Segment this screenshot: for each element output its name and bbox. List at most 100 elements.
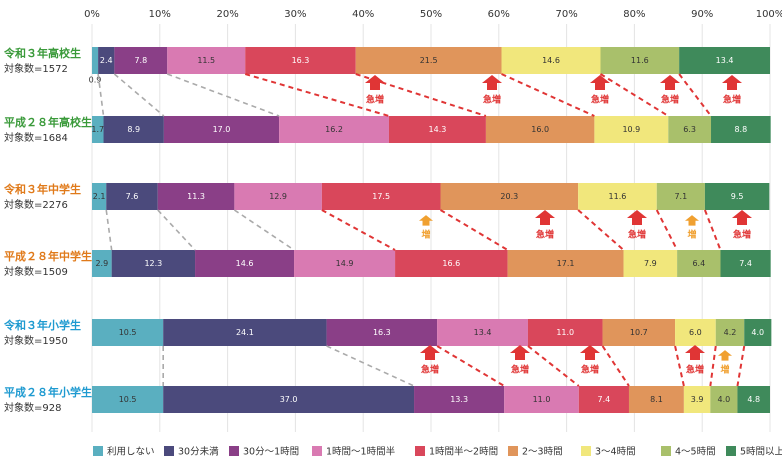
legend-label: 30分未満 <box>178 446 219 458</box>
legend-swatch <box>93 446 103 456</box>
value-label: 10.7 <box>630 328 648 337</box>
bar-segment <box>628 386 684 413</box>
annotation: 急増 <box>591 94 609 106</box>
connector <box>501 73 595 117</box>
connector <box>321 209 396 251</box>
increase-arrow <box>365 75 385 90</box>
bar-segment <box>98 47 115 74</box>
bar-segment <box>157 183 235 210</box>
value-label: 9.5 <box>731 192 744 201</box>
value-label: 17.1 <box>557 259 575 268</box>
connector <box>436 345 505 387</box>
sample-size: 対象数=1684 <box>4 131 68 144</box>
increase-arrow <box>420 345 440 360</box>
value-label: 16.3 <box>292 56 310 65</box>
bar-segment <box>167 47 246 74</box>
legend-label: 3～4時間 <box>595 447 636 458</box>
connector <box>105 209 113 251</box>
value-label: 16.6 <box>442 259 460 268</box>
value-label: 0.9 <box>89 76 102 85</box>
value-label: 2.1 <box>93 192 106 201</box>
bar-segment <box>92 116 104 143</box>
value-label: 8.9 <box>127 125 140 134</box>
increase-arrow <box>685 215 699 226</box>
value-label: 4.2 <box>724 328 737 337</box>
connector <box>113 73 165 117</box>
value-label: 4.8 <box>747 395 760 404</box>
value-label: 7.6 <box>126 192 139 201</box>
value-label: 6.4 <box>692 259 705 268</box>
category-label: 平成２８年中学生 <box>4 249 92 263</box>
connector <box>678 73 712 117</box>
bar-segment <box>92 386 164 413</box>
bar-segment <box>507 250 624 277</box>
value-label: 11.6 <box>609 192 627 201</box>
legend-swatch <box>312 446 322 456</box>
legend-swatch <box>229 446 239 456</box>
connector <box>709 345 717 387</box>
bar-segment <box>504 386 579 413</box>
value-label: 13.4 <box>474 328 492 337</box>
connector <box>157 209 196 251</box>
value-label: 11.3 <box>187 192 205 201</box>
bar-segment <box>594 116 669 143</box>
bar-segment <box>163 116 280 143</box>
connector <box>736 345 746 387</box>
bar-segment <box>114 47 168 74</box>
increase-arrow <box>482 75 502 90</box>
legend-swatch <box>581 446 591 456</box>
legend-swatch <box>661 446 671 456</box>
value-label: 8.8 <box>734 125 747 134</box>
bar-segment <box>485 116 595 143</box>
value-label: 10.5 <box>119 395 137 404</box>
annotation: 急増 <box>421 364 439 376</box>
value-label: 2.4 <box>100 56 113 65</box>
value-label: 14.3 <box>429 125 447 134</box>
annotation: 増 <box>687 229 696 241</box>
value-label: 13.3 <box>450 395 468 404</box>
sample-size: 対象数=928 <box>4 401 61 414</box>
x-tick-label: 60% <box>488 9 510 20</box>
x-tick-label: 0% <box>84 9 100 20</box>
value-label: 10.5 <box>119 328 137 337</box>
bar-segment <box>677 250 721 277</box>
legend-swatch <box>415 446 425 456</box>
increase-arrow <box>685 345 705 360</box>
increase-arrow <box>627 210 647 225</box>
bar-segment <box>715 319 745 346</box>
bar-segment <box>683 386 711 413</box>
value-label: 6.3 <box>683 125 696 134</box>
bar-segment <box>326 319 438 346</box>
sample-size: 対象数=2276 <box>4 198 68 211</box>
bar-segment <box>437 319 528 346</box>
connector <box>674 345 685 387</box>
annotation: 急増 <box>581 364 599 376</box>
value-label: 11.0 <box>533 395 551 404</box>
annotation: 急増 <box>628 229 646 241</box>
connector <box>601 345 630 387</box>
x-tick-label: 80% <box>623 9 645 20</box>
value-label: 20.3 <box>500 192 518 201</box>
bar-segment <box>578 386 629 413</box>
annotation: 急増 <box>686 364 704 376</box>
value-label: 1.7 <box>91 125 104 134</box>
x-tick-label: 100% <box>756 9 782 20</box>
legend-swatch <box>164 446 174 456</box>
bar-segment <box>355 47 502 74</box>
value-label: 14.6 <box>236 259 254 268</box>
value-label: 16.0 <box>531 125 549 134</box>
bar-segment <box>111 250 196 277</box>
value-label: 37.0 <box>280 395 298 404</box>
increase-arrow <box>722 75 742 90</box>
bar-segment <box>737 386 770 413</box>
connector <box>599 73 669 117</box>
bar-segment <box>668 116 712 143</box>
connector <box>97 73 105 117</box>
legend-label: 1時間～1時間半 <box>326 446 395 458</box>
bar-segment <box>578 183 657 210</box>
annotation: 増 <box>421 229 430 241</box>
bar-segment <box>92 183 107 210</box>
increase-arrow <box>535 210 555 225</box>
legend-label: 1時間半～2時間 <box>429 446 498 458</box>
value-label: 3.9 <box>691 395 704 404</box>
